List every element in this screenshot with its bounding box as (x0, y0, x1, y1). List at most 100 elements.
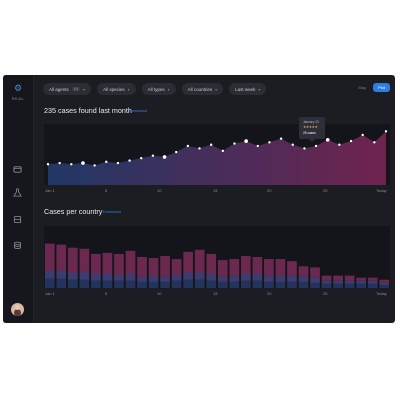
data-point[interactable] (209, 143, 213, 146)
data-point[interactable] (140, 156, 143, 160)
filter-countries[interactable]: All countries ▾ (181, 83, 224, 95)
bar-segment[interactable] (217, 276, 228, 282)
bar-segment[interactable] (67, 279, 78, 288)
filter-types[interactable]: All types ▾ (141, 83, 176, 95)
data-point[interactable] (93, 164, 96, 167)
data-point[interactable] (221, 149, 225, 153)
filter-agents[interactable]: All agents (4) ▾ (43, 83, 92, 95)
bar-segment[interactable] (275, 281, 286, 288)
data-point[interactable] (175, 150, 178, 154)
download-link-country[interactable]: Download (103, 209, 121, 214)
bar-segment[interactable] (275, 259, 286, 276)
bar-segment[interactable] (287, 281, 297, 288)
bar-segment[interactable] (171, 259, 182, 275)
bar-segment[interactable] (264, 281, 274, 288)
bar-segment[interactable] (148, 281, 159, 288)
data-point[interactable] (233, 142, 236, 145)
bar-segment[interactable] (102, 273, 113, 281)
bar-segment[interactable] (356, 280, 367, 284)
bar-segment[interactable] (321, 283, 332, 288)
data-point[interactable] (279, 137, 283, 140)
bar-segment[interactable] (367, 277, 378, 281)
bar-segment[interactable] (356, 277, 367, 281)
bar-segment[interactable] (137, 276, 147, 282)
bar-segment[interactable] (344, 275, 355, 281)
avatar[interactable] (11, 303, 24, 316)
data-point[interactable] (325, 138, 330, 142)
bar-segment[interactable] (333, 275, 343, 281)
bar-segment[interactable] (310, 277, 320, 283)
bar-segment[interactable] (44, 270, 55, 279)
bar-segment[interactable] (264, 275, 274, 282)
bar-segment[interactable] (91, 273, 101, 281)
bar-segment[interactable] (240, 280, 251, 288)
bar-segment[interactable] (160, 255, 170, 277)
cylinder-icon[interactable] (13, 241, 22, 250)
bar-segment[interactable] (310, 267, 320, 278)
data-point[interactable] (46, 163, 50, 166)
bar-segment[interactable] (356, 283, 367, 288)
data-point[interactable] (244, 139, 248, 143)
data-point[interactable] (338, 143, 341, 146)
data-point[interactable] (373, 141, 376, 144)
bar-segment[interactable] (56, 278, 67, 288)
bar-segment[interactable] (229, 281, 240, 288)
bar-segment[interactable] (229, 259, 240, 276)
bar-segment[interactable] (206, 253, 217, 274)
bar-segment[interactable] (310, 282, 320, 288)
data-point[interactable] (384, 130, 388, 133)
bar-segment[interactable] (344, 280, 355, 284)
bar-segment[interactable] (114, 274, 124, 281)
data-point[interactable] (198, 147, 201, 150)
data-point[interactable] (116, 161, 120, 165)
data-point[interactable] (314, 144, 318, 148)
bar-segment[interactable] (183, 279, 194, 288)
bar-segment[interactable] (56, 244, 67, 271)
bar-segment[interactable] (102, 252, 113, 274)
filter-species[interactable]: All species ▾ (97, 83, 136, 95)
bar-segment[interactable] (125, 250, 136, 274)
bar-segment[interactable] (183, 251, 194, 273)
bar-segment[interactable] (148, 258, 159, 276)
bar-segment[interactable] (148, 275, 159, 282)
data-point[interactable] (349, 139, 353, 143)
bar-segment[interactable] (321, 275, 332, 281)
download-link-cases[interactable]: Download (129, 108, 147, 113)
data-point[interactable] (186, 144, 190, 148)
data-point[interactable] (81, 161, 85, 165)
bar-segment[interactable] (252, 280, 263, 288)
bar-segment[interactable] (44, 243, 55, 271)
bar-segment[interactable] (264, 259, 274, 276)
toggle-map[interactable]: Map (358, 85, 367, 90)
bar-segment[interactable] (275, 275, 286, 282)
bar-segment[interactable] (79, 248, 90, 272)
data-point[interactable] (70, 163, 73, 166)
data-point[interactable] (162, 155, 167, 159)
bar-segment[interactable] (56, 270, 67, 279)
bar-segment[interactable] (91, 280, 101, 288)
bar-segment[interactable] (240, 255, 251, 274)
bar-segment[interactable] (217, 281, 228, 288)
bar-segment[interactable] (287, 261, 297, 276)
bar-segment[interactable] (367, 283, 378, 288)
data-point[interactable] (128, 159, 131, 162)
bar-segment[interactable] (229, 275, 240, 282)
bar-segment[interactable] (114, 280, 124, 288)
bar-segment[interactable] (91, 253, 101, 274)
data-point[interactable] (58, 161, 61, 165)
bar-segment[interactable] (367, 280, 378, 284)
bar-segment[interactable] (333, 283, 343, 288)
bar-segment[interactable] (379, 279, 390, 283)
bar-segment[interactable] (194, 279, 205, 288)
bar-segment[interactable] (79, 279, 90, 288)
bar-segment[interactable] (252, 273, 263, 281)
bar-segment[interactable] (217, 260, 228, 277)
bar-segment[interactable] (102, 280, 113, 288)
bar-segment[interactable] (298, 266, 309, 277)
bar-segment[interactable] (44, 278, 55, 288)
bar-segment[interactable] (67, 247, 78, 273)
bar-segment[interactable] (114, 253, 124, 275)
filter-period[interactable]: Last week ▾ (229, 83, 267, 95)
bar-segment[interactable] (171, 280, 182, 288)
data-point[interactable] (361, 133, 364, 137)
